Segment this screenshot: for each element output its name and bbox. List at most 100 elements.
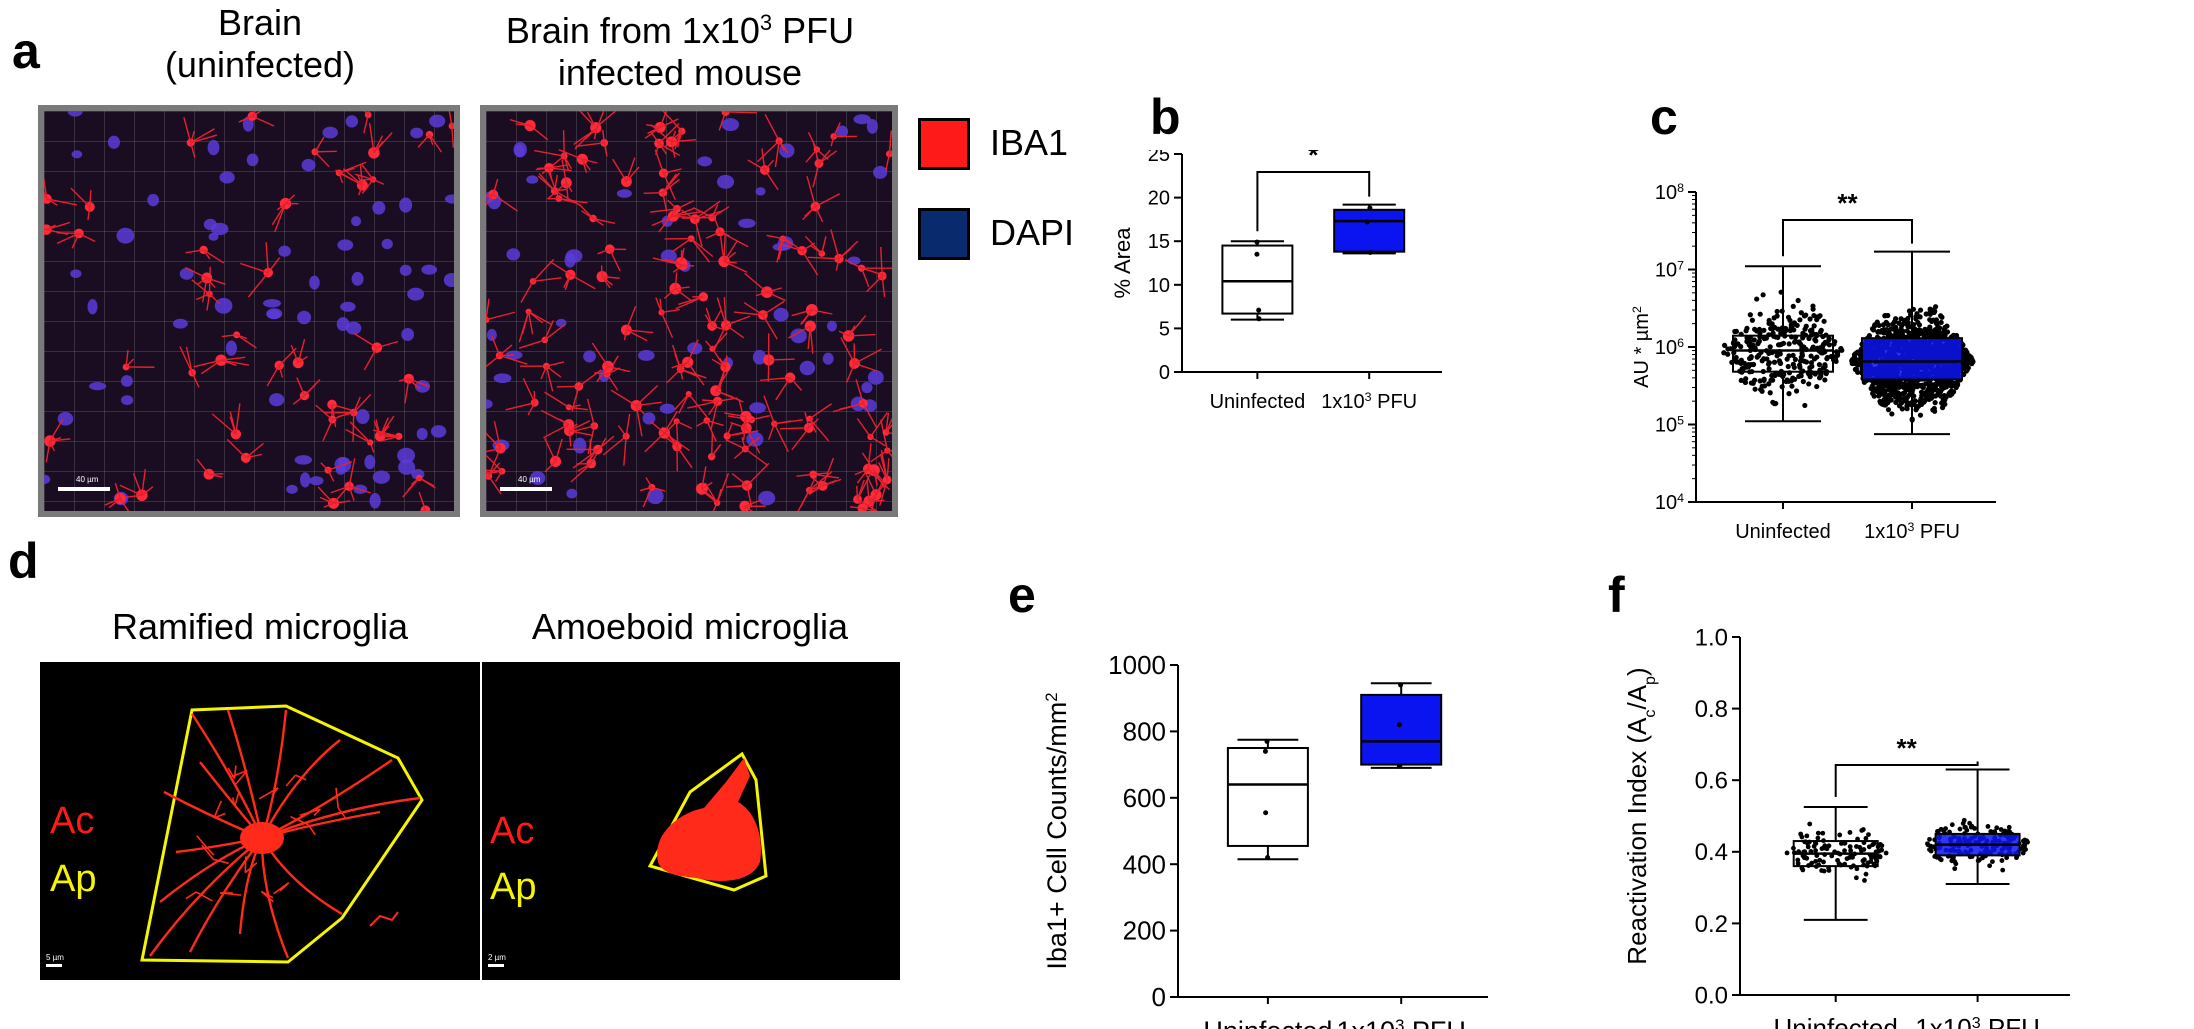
uninfected-nucleus: [294, 455, 312, 465]
uninfected-microglia-process: [317, 486, 335, 504]
uninfected-microglia-process: [349, 421, 371, 444]
infected-microglia-process: [706, 419, 724, 427]
infected-microglia-process: [856, 468, 869, 484]
c-data-point: [1880, 400, 1886, 406]
c-data-point: [1775, 326, 1781, 332]
ramified-branch: [273, 882, 290, 895]
c-data-point: [1939, 400, 1945, 406]
infected-microglia-process: [687, 400, 718, 409]
uninfected-microglia-process: [190, 130, 196, 143]
infected-microglia-process: [811, 309, 833, 315]
panel-a-left-title: Brain (uninfected): [60, 2, 460, 86]
c-data-point: [1756, 352, 1762, 358]
infected-microglia-process: [529, 125, 549, 141]
scale-bar-left: [58, 487, 110, 491]
c-data-point: [1917, 412, 1924, 418]
b-data-point: [1364, 219, 1370, 225]
infected-microglia-process: [854, 468, 869, 476]
infected-microglia-process: [886, 450, 892, 458]
f-data-point: [2023, 847, 2028, 852]
infected-microglia-process: [791, 427, 810, 451]
infected-microglia-process: [659, 118, 679, 129]
infected-nucleus: [755, 187, 766, 196]
c-data-point: [1766, 350, 1772, 356]
infected-microglia-process: [854, 362, 877, 372]
c-data-point: [1943, 394, 1949, 400]
uninfected-nucleus: [44, 474, 51, 485]
uninfected-microglia-process: [285, 194, 296, 205]
infected-microglia-process: [710, 401, 719, 430]
infected-microglia-process: [680, 368, 707, 379]
uninfected-nucleus: [246, 153, 259, 167]
uninfected-microglia-process: [206, 277, 226, 285]
infected-microglia-process: [724, 355, 728, 368]
f-data-point: [1821, 859, 1826, 865]
uninfected-microglia-process: [322, 419, 334, 442]
infected-microglia-process: [746, 462, 770, 486]
infected-microglia-process: [532, 277, 562, 283]
c-data-point: [1962, 358, 1968, 364]
c-y-tick-label: 105: [1655, 414, 1684, 437]
ramified-microglia-image: Ac Ap 5 µm: [40, 662, 480, 980]
infected-microglia-process: [682, 264, 695, 267]
uninfected-nucleus: [179, 267, 194, 280]
panel-e-letter: e: [1008, 567, 1036, 623]
uninfected-microglia-process: [44, 176, 48, 200]
b-y-tick-label: 15: [1148, 231, 1170, 253]
f-data-point: [1925, 842, 1931, 848]
uninfected-microglia-process: [398, 378, 410, 382]
ramified-branch: [206, 847, 215, 856]
f-data-point: [1949, 822, 1955, 828]
uninfected-nucleus: [340, 301, 356, 312]
infected-microglia-process: [596, 111, 605, 129]
infected-microglia-process: [764, 159, 775, 171]
scale-bar-right: [500, 487, 552, 491]
infected-microglia-process: [662, 111, 683, 132]
c-data-point: [1940, 380, 1946, 386]
c-significance-label: **: [1837, 188, 1858, 218]
infected-microglia-process: [635, 405, 645, 415]
f-significance-bracket: [1834, 761, 1979, 798]
infected-microglia-process: [676, 200, 694, 210]
c-data-point: [1964, 367, 1970, 373]
uninfected-microglia-process: [314, 151, 330, 168]
c-x-tick-label: 1x103 PFU: [1864, 520, 1960, 543]
c-data-point: [1896, 403, 1903, 409]
infected-microglia-process: [744, 436, 761, 450]
infected-microglia-process: [873, 470, 878, 486]
c-data-point: [1811, 323, 1817, 329]
infected-microglia-process: [744, 272, 768, 293]
infected-microglia-process: [527, 402, 536, 416]
infected-microglia-process: [603, 142, 608, 157]
c-data-point: [1759, 358, 1765, 364]
infected-nucleus: [573, 437, 587, 454]
infected-microglia-process: [625, 413, 631, 437]
uninfected-microglia-process: [49, 440, 56, 452]
f-y-tick-label: 0.0: [1695, 982, 1728, 1009]
c-box-infected: [1861, 337, 1963, 381]
infected-microglia-process: [486, 193, 494, 197]
e-y-tick-label: 0: [1152, 982, 1166, 1012]
infected-microglia-process: [623, 329, 628, 341]
uninfected-microglia-process: [221, 334, 237, 338]
ramified-process: [159, 836, 263, 903]
infected-microglia-process: [612, 158, 628, 182]
infected-microglia-process: [675, 421, 679, 448]
infected-microglia-process: [710, 432, 714, 457]
uninfected-microglia-process: [190, 142, 196, 158]
f-data-point: [1813, 848, 1819, 853]
infected-microglia-process: [855, 379, 864, 404]
infected-nucleus: [752, 349, 767, 365]
infected-microglia-process: [857, 498, 878, 511]
infected-microglia-process: [610, 389, 637, 407]
c-data-point: [1936, 325, 1943, 331]
c-data-point: [1933, 304, 1939, 310]
infected-microglia-process: [705, 340, 713, 350]
f-data-point: [1842, 840, 1847, 846]
uninfected-nucleus: [443, 272, 454, 288]
infected-nucleus: [616, 189, 632, 198]
infected-microglia-process: [487, 462, 501, 477]
infected-brain-image: 40 µm: [480, 105, 898, 517]
infected-microglia-process: [751, 414, 770, 421]
uninfected-nucleus: [309, 476, 324, 486]
